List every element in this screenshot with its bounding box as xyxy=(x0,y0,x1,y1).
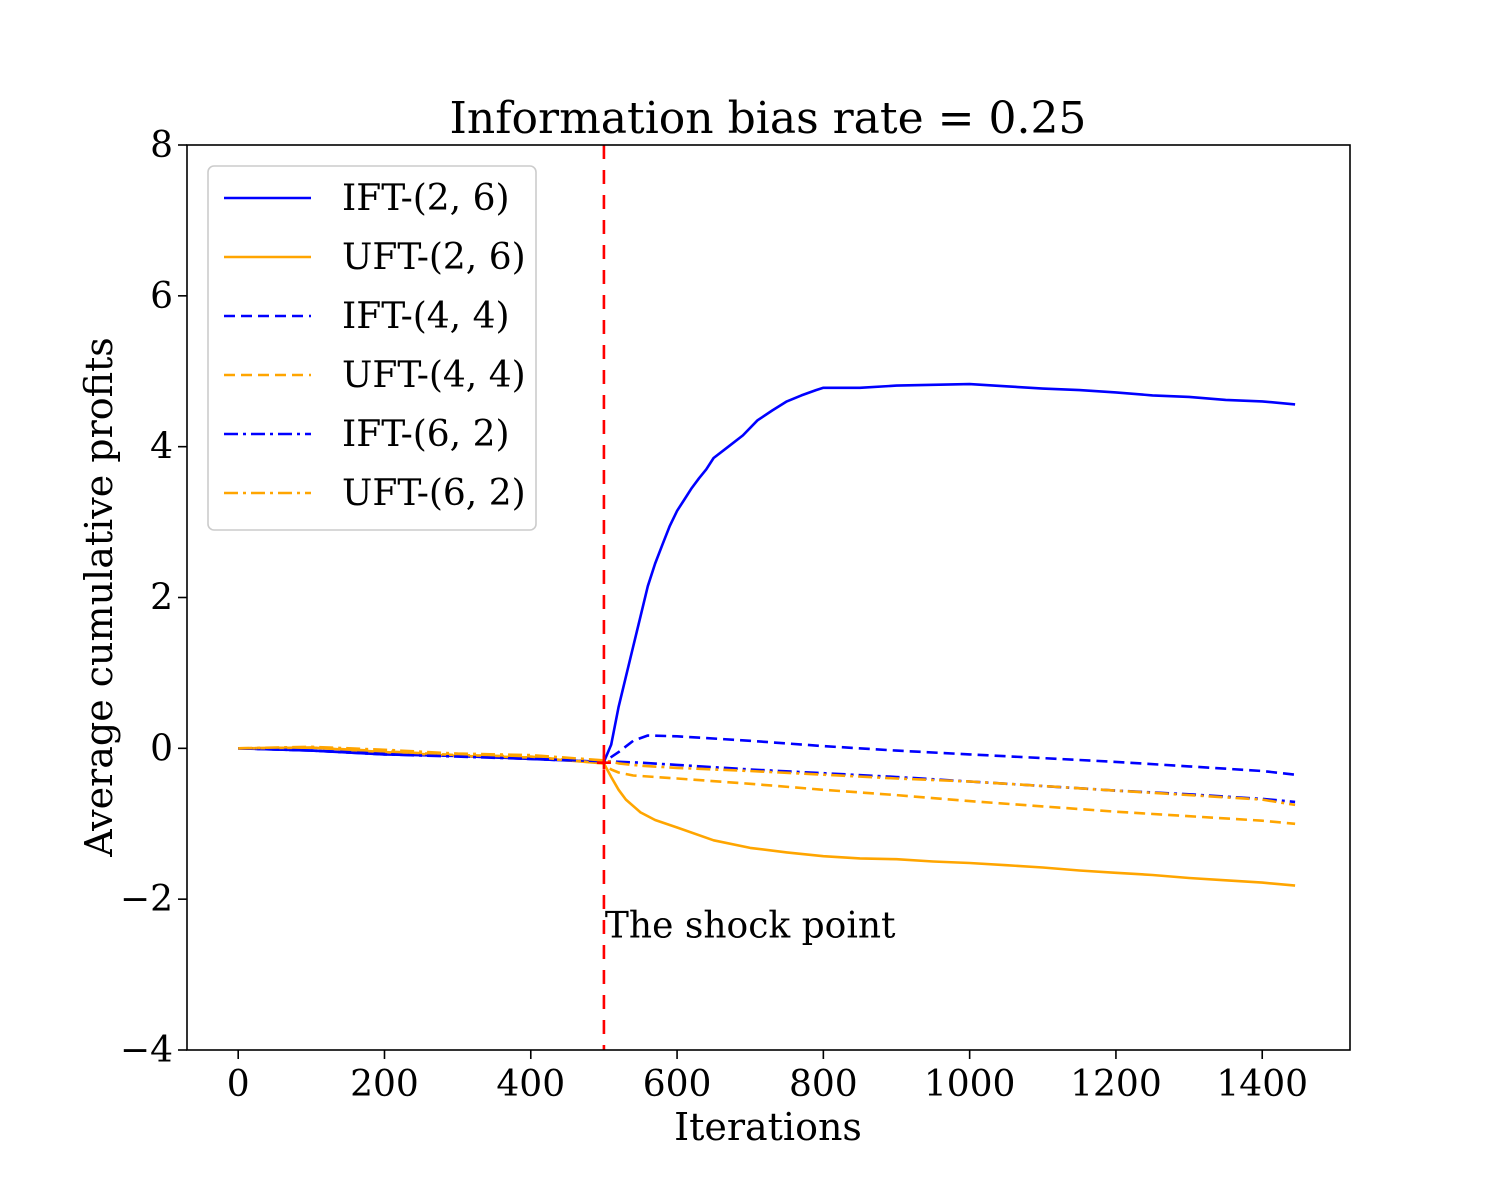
x-axis-label: Iterations xyxy=(674,1105,862,1149)
series-line-6 xyxy=(238,745,1296,807)
x-tick-label: 1400 xyxy=(1216,1064,1308,1105)
legend-label-3: IFT-(4, 4) xyxy=(342,296,510,337)
legend: IFT-(2, 6) UFT-(2, 6) IFT-(4, 4) UFT-(4, 4)… xyxy=(207,165,537,531)
y-axis-ticks: −4 −2 0 2 4 6 8 xyxy=(120,125,187,1071)
x-tick-label: 0 xyxy=(227,1064,250,1105)
series-line-1 xyxy=(238,382,1296,764)
x-tick-label: 1200 xyxy=(1070,1064,1162,1105)
x-tick-label: 600 xyxy=(643,1064,712,1105)
y-tick-label: 8 xyxy=(150,125,173,166)
x-tick-label: 800 xyxy=(789,1064,858,1105)
series-line-3 xyxy=(238,734,1296,776)
shock-marker xyxy=(596,755,611,770)
series-layer xyxy=(238,382,1296,887)
legend-label-6: UFT-(6, 2) xyxy=(342,473,526,514)
x-tick-label: 1000 xyxy=(924,1064,1016,1105)
shock-point-label: The shock point xyxy=(605,906,896,947)
y-tick-label: −4 xyxy=(120,1030,173,1071)
y-tick-label: 2 xyxy=(150,578,173,619)
shock-layer: The shock point xyxy=(596,145,896,1050)
legend-label-5: IFT-(6, 2) xyxy=(342,414,510,455)
legend-label-1: IFT-(2, 6) xyxy=(342,178,510,219)
chart-title: Information bias rate = 0.25 xyxy=(450,93,1087,144)
y-tick-label: 6 xyxy=(150,276,173,317)
x-tick-label: 200 xyxy=(350,1064,419,1105)
x-axis-ticks: 0 200 400 600 800 1000 1200 1400 xyxy=(227,1050,1308,1105)
y-axis-label: Average cumulative profits xyxy=(77,337,121,858)
y-tick-label: 0 xyxy=(150,728,173,769)
series-line-4 xyxy=(238,746,1296,826)
legend-label-2: UFT-(2, 6) xyxy=(342,237,526,278)
y-tick-label: −2 xyxy=(120,879,173,920)
plot-frame xyxy=(186,144,1351,1051)
y-tick-label: 4 xyxy=(150,427,173,468)
x-tick-label: 400 xyxy=(496,1064,565,1105)
legend-label-4: UFT-(4, 4) xyxy=(342,355,526,396)
